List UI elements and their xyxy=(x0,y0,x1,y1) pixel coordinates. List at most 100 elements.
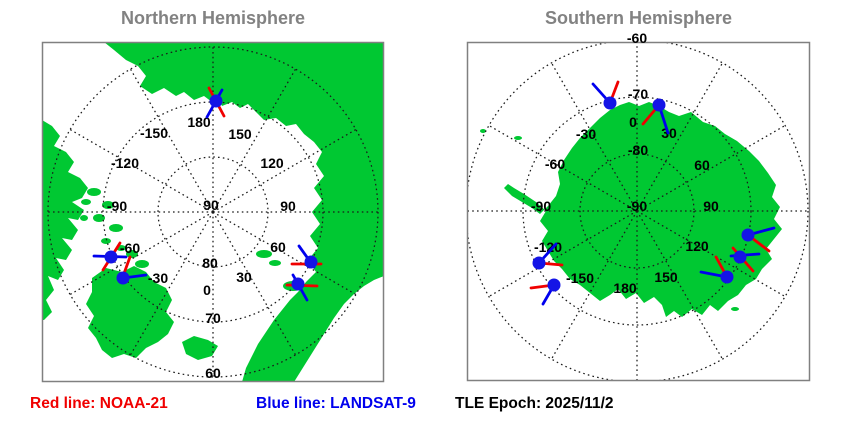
island xyxy=(174,71,186,77)
grid-label: -60 xyxy=(120,240,140,256)
landmass xyxy=(504,102,782,317)
island xyxy=(81,199,91,205)
grid-label: 120 xyxy=(260,155,284,171)
island xyxy=(135,260,149,268)
grid-label: -90 xyxy=(627,198,647,214)
satellite-position-dot xyxy=(304,255,318,269)
grid-label: 30 xyxy=(236,269,252,285)
satellite-marker xyxy=(116,255,148,285)
grid-label: -30 xyxy=(576,126,596,142)
island xyxy=(87,188,101,196)
grid-label: 150 xyxy=(228,126,252,142)
grid-label: 120 xyxy=(685,238,709,254)
meridian-line xyxy=(212,68,297,213)
island xyxy=(269,260,281,266)
landmass xyxy=(42,120,88,320)
island xyxy=(102,201,114,209)
satellite-position-dot xyxy=(733,250,747,264)
latitude-circle xyxy=(102,101,324,323)
southern-hemisphere-title: Southern Hemisphere xyxy=(544,8,733,28)
north-map-area xyxy=(42,42,384,382)
grid-label: -90 xyxy=(531,198,551,214)
satellite-position-dot xyxy=(720,270,734,284)
latitude-circle xyxy=(47,46,379,378)
landmass xyxy=(104,42,384,382)
grid-label: 0 xyxy=(203,282,211,298)
island xyxy=(480,129,486,133)
grid-label: 70 xyxy=(205,310,221,326)
grid-label: -60 xyxy=(545,156,565,172)
satellite-marker xyxy=(285,273,319,302)
satellite-marker xyxy=(641,98,670,135)
landmass xyxy=(86,266,174,358)
satellite-position-dot xyxy=(104,250,118,264)
satellite-marker xyxy=(92,241,128,272)
graticule xyxy=(467,42,809,381)
north-map-border xyxy=(41,41,385,383)
meridian-line xyxy=(129,68,214,213)
meridian-line xyxy=(69,211,214,296)
satellite-marker xyxy=(699,255,734,284)
satellite-position-dot xyxy=(116,271,130,285)
grid-label: -70 xyxy=(628,86,648,102)
satellite-position-dot xyxy=(741,228,755,242)
northern-hemisphere-title: Northern Hemisphere xyxy=(120,8,306,28)
island xyxy=(101,238,111,244)
south-map-border xyxy=(466,41,811,382)
latitude-circle xyxy=(467,42,809,381)
meridian-line xyxy=(212,128,357,213)
satellite-marker xyxy=(729,246,761,273)
latitude-circle xyxy=(579,153,695,269)
island xyxy=(731,307,739,311)
meridian-line xyxy=(212,211,297,356)
latitude-circle xyxy=(157,156,269,268)
legend-red-line-noaa21: Red line: NOAA-21 xyxy=(30,395,168,412)
grid-label: -80 xyxy=(628,142,648,158)
grid-label: -90 xyxy=(107,198,127,214)
island xyxy=(80,215,88,221)
satellite-marker xyxy=(591,80,620,110)
island xyxy=(256,250,272,258)
satellite-position-dot xyxy=(603,96,617,110)
satellite-position-dot xyxy=(291,277,305,291)
satellite-marker xyxy=(205,86,226,119)
satellite-position-dot xyxy=(547,278,561,292)
latitude-circle xyxy=(522,96,752,326)
graticule xyxy=(47,46,379,378)
grid-label: 180 xyxy=(187,114,211,130)
satellite-marker xyxy=(290,244,323,269)
grid-label: -150 xyxy=(140,125,168,141)
island xyxy=(154,62,170,70)
grid-label: -30 xyxy=(148,270,168,286)
grid-label: -120 xyxy=(111,155,139,171)
satellite-marker xyxy=(532,242,564,270)
landmass xyxy=(182,336,218,360)
grid-label: 60 xyxy=(205,365,221,381)
grid-label: -150 xyxy=(566,270,594,286)
grid-label: -60 xyxy=(627,30,647,46)
satellite-marker xyxy=(741,226,776,253)
grid-label: 60 xyxy=(270,239,286,255)
grid-label: 80 xyxy=(202,255,218,271)
grid-label: 60 xyxy=(694,157,710,173)
island xyxy=(109,224,123,232)
meridian-line xyxy=(69,128,214,213)
grid-label: 90 xyxy=(280,198,296,214)
meridian-line xyxy=(212,211,357,296)
island xyxy=(514,136,522,140)
satellite-position-dot xyxy=(652,98,666,112)
grid-label: 150 xyxy=(654,269,678,285)
south-map-area xyxy=(467,42,809,381)
satellite-position-dot xyxy=(532,256,546,270)
island xyxy=(70,184,82,192)
grid-label: 90 xyxy=(203,197,219,213)
island xyxy=(67,209,77,215)
grid-label: 0 xyxy=(629,114,637,130)
grid-label: 180 xyxy=(613,280,637,296)
meridian-line xyxy=(129,211,214,356)
satellite-position-dot xyxy=(209,94,223,108)
satellite-marker xyxy=(529,278,561,306)
island xyxy=(126,250,138,258)
